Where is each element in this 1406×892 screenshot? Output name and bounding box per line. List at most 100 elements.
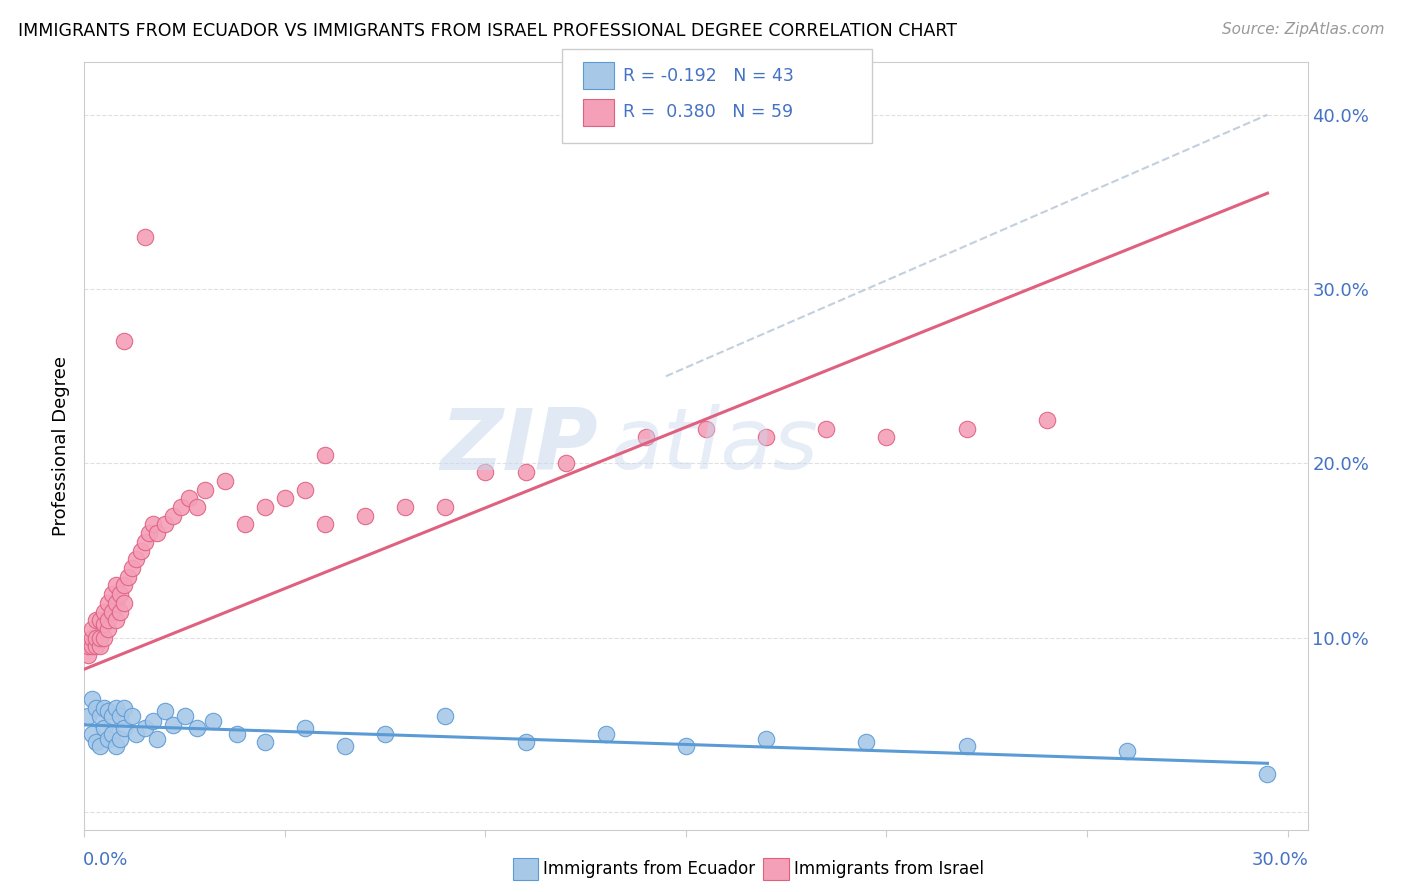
Point xyxy=(134,534,156,549)
Point xyxy=(110,709,132,723)
Point xyxy=(186,722,208,736)
Point xyxy=(105,613,128,627)
Point xyxy=(294,722,316,736)
Point xyxy=(117,570,139,584)
Text: R =  0.380   N = 59: R = 0.380 N = 59 xyxy=(623,103,793,121)
Point xyxy=(114,722,136,736)
Point xyxy=(97,596,120,610)
Text: R = -0.192   N = 43: R = -0.192 N = 43 xyxy=(623,67,794,85)
Point xyxy=(394,500,416,514)
Point xyxy=(141,714,163,729)
Point xyxy=(314,517,336,532)
Point xyxy=(214,474,236,488)
Point xyxy=(82,726,104,740)
Point xyxy=(138,526,160,541)
Point xyxy=(129,543,152,558)
Point xyxy=(141,517,163,532)
Point xyxy=(97,613,120,627)
Point xyxy=(186,500,208,514)
Point xyxy=(86,735,108,749)
Point xyxy=(554,457,576,471)
Point xyxy=(114,334,136,349)
Point xyxy=(77,648,100,663)
Point xyxy=(1116,744,1139,758)
Point xyxy=(134,722,156,736)
Point xyxy=(82,691,104,706)
Point xyxy=(314,448,336,462)
Point xyxy=(855,735,877,749)
Point xyxy=(86,613,108,627)
Point xyxy=(86,640,108,654)
Point xyxy=(82,622,104,636)
Point xyxy=(675,739,697,753)
Point xyxy=(105,596,128,610)
Point xyxy=(162,508,184,523)
Point xyxy=(695,421,717,435)
Point xyxy=(333,739,356,753)
Point xyxy=(121,709,143,723)
Point xyxy=(374,726,396,740)
Point xyxy=(89,640,111,654)
Point xyxy=(121,561,143,575)
Point xyxy=(82,640,104,654)
Point xyxy=(294,483,316,497)
Point xyxy=(177,491,200,506)
Point xyxy=(875,430,897,444)
Point xyxy=(125,552,148,566)
Point xyxy=(82,631,104,645)
Point xyxy=(173,709,195,723)
Point xyxy=(114,578,136,592)
Point xyxy=(1256,766,1278,780)
Point xyxy=(97,731,120,746)
Point xyxy=(105,700,128,714)
Point xyxy=(114,596,136,610)
Point xyxy=(434,709,457,723)
Point xyxy=(755,731,778,746)
Point xyxy=(153,517,176,532)
Text: 0.0%: 0.0% xyxy=(83,851,128,869)
Point xyxy=(101,605,124,619)
Point xyxy=(93,631,115,645)
Point xyxy=(233,517,256,532)
Point xyxy=(153,704,176,718)
Point xyxy=(89,709,111,723)
Point xyxy=(169,500,191,514)
Point xyxy=(105,578,128,592)
Point xyxy=(86,631,108,645)
Point xyxy=(89,613,111,627)
Point xyxy=(134,229,156,244)
Text: Immigrants from Ecuador: Immigrants from Ecuador xyxy=(543,860,755,878)
Point xyxy=(89,631,111,645)
Point xyxy=(86,700,108,714)
Point xyxy=(93,605,115,619)
Point xyxy=(101,709,124,723)
Point xyxy=(755,430,778,444)
Point xyxy=(125,726,148,740)
Point xyxy=(145,526,167,541)
Point xyxy=(595,726,617,740)
Point xyxy=(515,465,537,479)
Point xyxy=(194,483,217,497)
Point xyxy=(201,714,224,729)
Text: 30.0%: 30.0% xyxy=(1251,851,1309,869)
Point xyxy=(274,491,297,506)
Point xyxy=(956,739,979,753)
Point xyxy=(97,622,120,636)
Point xyxy=(1036,413,1059,427)
Point xyxy=(253,500,276,514)
Point xyxy=(110,605,132,619)
Point xyxy=(145,731,167,746)
Point xyxy=(77,640,100,654)
Point xyxy=(93,722,115,736)
Point xyxy=(474,465,496,479)
Point xyxy=(105,739,128,753)
Text: Source: ZipAtlas.com: Source: ZipAtlas.com xyxy=(1222,22,1385,37)
Text: IMMIGRANTS FROM ECUADOR VS IMMIGRANTS FROM ISRAEL PROFESSIONAL DEGREE CORRELATIO: IMMIGRANTS FROM ECUADOR VS IMMIGRANTS FR… xyxy=(18,22,957,40)
Point xyxy=(93,616,115,631)
Text: Immigrants from Israel: Immigrants from Israel xyxy=(794,860,984,878)
Point xyxy=(101,726,124,740)
Point xyxy=(110,731,132,746)
Point xyxy=(354,508,377,523)
Text: ZIP: ZIP xyxy=(440,404,598,488)
Point xyxy=(114,700,136,714)
